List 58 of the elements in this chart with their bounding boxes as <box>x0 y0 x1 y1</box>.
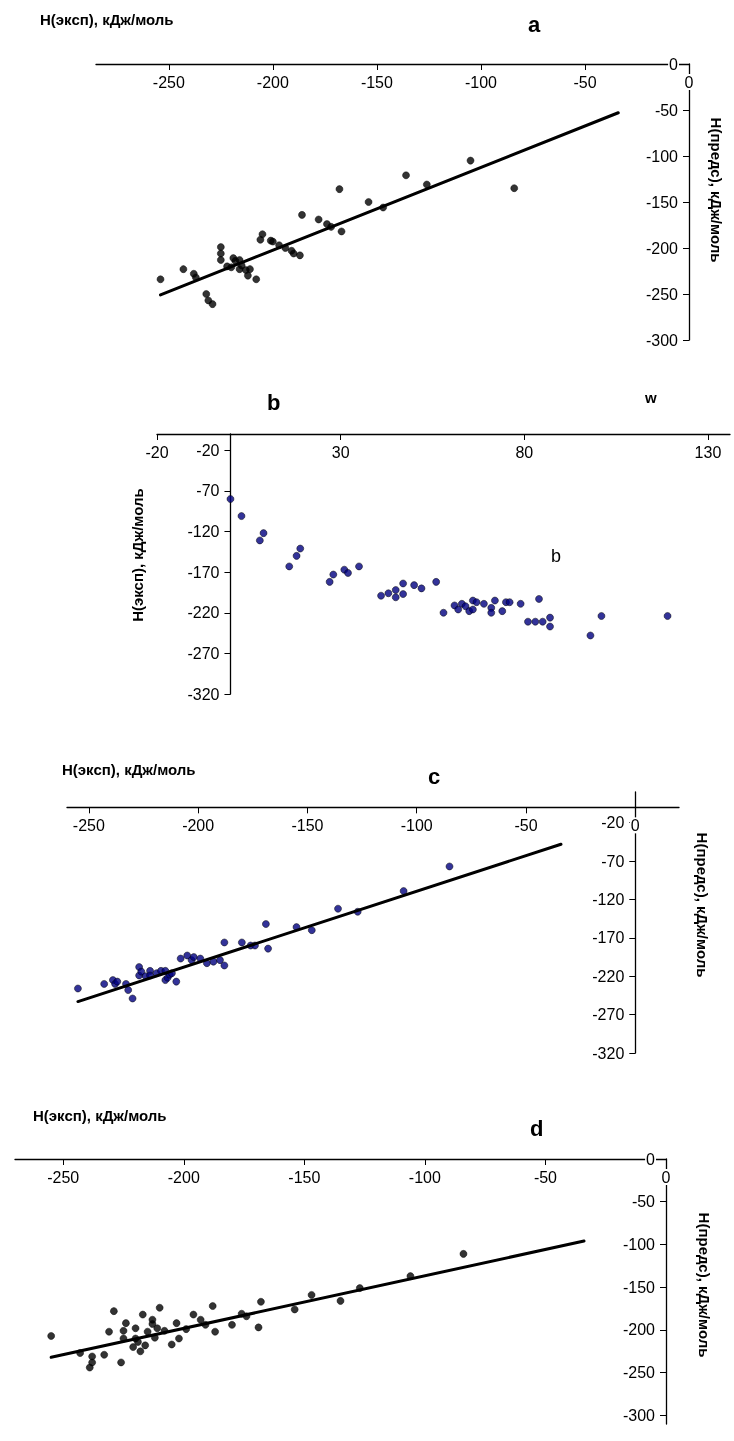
x-tick-label: -250 <box>72 816 105 834</box>
x-tick-label: 130 <box>694 443 722 461</box>
y-tick-label: -150 <box>645 193 679 211</box>
y-tick-label: -320 <box>592 1044 625 1062</box>
x-tick-label: -200 <box>167 1168 200 1186</box>
x-axis-title: H(эксп), кДж/моль <box>33 1107 167 1124</box>
x-tick-label: -50 <box>533 1168 558 1186</box>
x-tick-label: -100 <box>464 73 498 91</box>
y-tick-label: -200 <box>622 1321 656 1339</box>
x-tick-label: -50 <box>573 73 597 91</box>
y-tick-label: -250 <box>645 285 679 303</box>
y-tick-label: -270 <box>592 1006 625 1024</box>
y-tick-label: -170 <box>187 563 220 581</box>
y-tick-label: 0 <box>669 55 679 73</box>
chart-title: b <box>267 389 281 415</box>
x-axis-title: H(эксп), кДж/моль <box>62 761 196 778</box>
y-tick-label: -170 <box>592 929 625 947</box>
chart-title: d <box>530 1115 544 1141</box>
y-tick-label: -300 <box>645 331 679 349</box>
x-tick-label: -150 <box>291 816 324 834</box>
y-tick-label: -100 <box>622 1235 656 1253</box>
y-tick-label: -50 <box>654 101 679 119</box>
y-tick-label: -250 <box>622 1364 656 1382</box>
y-tick-label: -200 <box>645 239 679 257</box>
x-tick-label: -250 <box>152 73 185 91</box>
x-tick-label: 0 <box>684 73 694 91</box>
x-tick-label: -100 <box>408 1168 441 1186</box>
y-tick-label: -300 <box>622 1406 656 1424</box>
annotation: b <box>551 546 562 566</box>
x-tick-label: 30 <box>331 443 350 461</box>
x-tick-label: -200 <box>256 73 289 91</box>
y-tick-label: 0 <box>646 1150 656 1168</box>
x-axis-title: H(эксп), кДж/моль <box>40 11 174 28</box>
y-tick-label: -70 <box>196 482 220 500</box>
y-tick-label: -120 <box>592 890 625 908</box>
y-axis-title: H(предс), кДж/моль <box>707 117 725 263</box>
y-tick-label: -220 <box>592 967 625 985</box>
y-axis-title: H(предс), кДж/моль <box>695 1212 713 1358</box>
x-tick-label: -150 <box>288 1168 321 1186</box>
y-axis-title: H(эксп), кДж/моль <box>128 488 146 622</box>
y-tick-label: -100 <box>645 147 679 165</box>
x-tick-label: 80 <box>515 443 534 461</box>
y-tick-label: -220 <box>187 604 220 622</box>
y-tick-label: -120 <box>187 523 220 540</box>
x-axis-title: w <box>644 389 657 406</box>
x-tick-label: -50 <box>514 816 538 834</box>
y-tick-label: -70 <box>601 852 625 870</box>
x-tick-label: -20 <box>145 443 169 461</box>
y-tick-label: -50 <box>631 1193 656 1211</box>
x-tick-label: -100 <box>400 816 433 834</box>
y-tick-label: -150 <box>622 1278 656 1296</box>
x-tick-label: -250 <box>47 1168 80 1186</box>
chart-title: a <box>528 11 541 37</box>
y-tick-label: -320 <box>187 685 220 703</box>
y-tick-label: -270 <box>187 644 220 662</box>
x-tick-label: -150 <box>360 73 393 91</box>
chart-title: c <box>428 763 441 789</box>
y-axis-title: H(предс), кДж/моль <box>693 832 711 978</box>
